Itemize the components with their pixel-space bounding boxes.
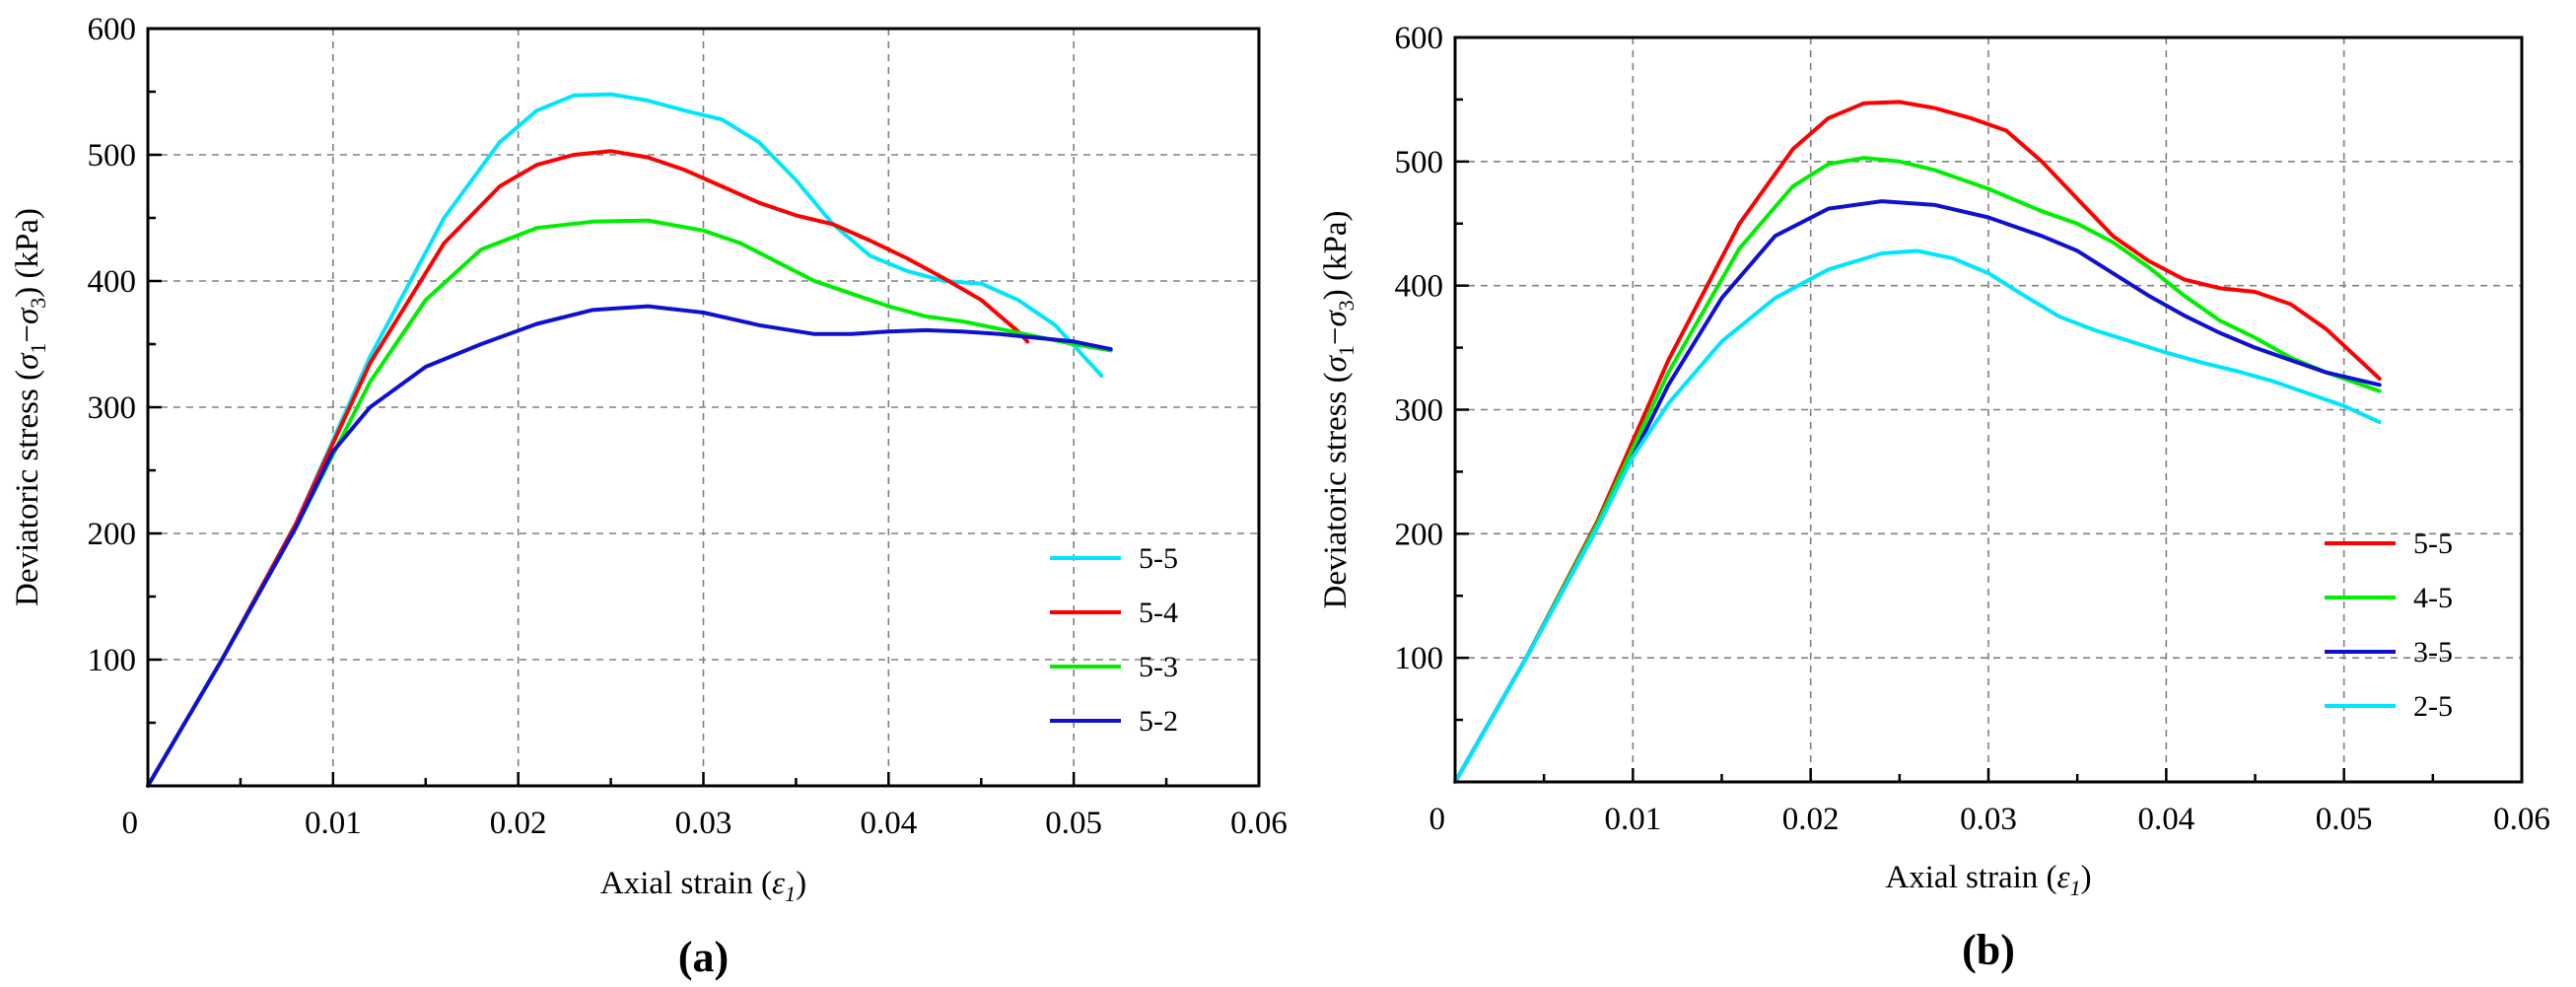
- series-lines: [146, 92, 1113, 788]
- x-axis-title: Axial strain (ε1): [1885, 860, 2091, 900]
- axis-ticks: [146, 27, 1261, 788]
- grid-lines: [148, 29, 1259, 786]
- x-tick-label: 0.05: [2316, 802, 2373, 837]
- legend-label-5-3: 5-3: [1139, 651, 1178, 683]
- y-tick-label: 200: [1395, 517, 1444, 552]
- chart-panel-b: 0.01 0.02 0.03 0.04 0.05 0.06 100 200 300 400 500 6…: [1318, 21, 2550, 974]
- x-tick-label: 0.04: [2137, 802, 2194, 837]
- y-tick-label: 500: [88, 138, 137, 174]
- legend-label-3-5: 3-5: [2413, 636, 2453, 669]
- legend-label-2-5: 2-5: [2413, 690, 2453, 723]
- legend: 5-5 5-4 5-3 5-2: [1050, 542, 1178, 738]
- series-line-3-5: [1453, 199, 2382, 784]
- legend-label-5-5: 5-5: [1139, 542, 1178, 575]
- series-line-5-5: [146, 92, 1104, 788]
- y-tick-label: 200: [88, 517, 137, 552]
- panel-label: (a): [678, 933, 729, 981]
- x-tick-label: 0.01: [305, 806, 362, 841]
- y-axis-title: Deviatoric stress (σ1−σ3) (kPa): [1318, 211, 1358, 609]
- legend: 5-5 4-5 3-5 2-5: [2325, 528, 2453, 723]
- x-axis-title: Axial strain (ε1): [600, 866, 806, 906]
- x-tick-label: 0.06: [1230, 806, 1288, 841]
- axis-ticks: [1453, 35, 2524, 784]
- y-tick-label: 300: [1395, 393, 1444, 429]
- origin-label: 0: [1429, 802, 1446, 837]
- series-line-5-5: [1453, 100, 2382, 784]
- series-line-2-5: [1453, 248, 2382, 784]
- y-tick-label: 100: [88, 643, 137, 678]
- origin-label: 0: [122, 806, 139, 841]
- x-tick-label: 0.02: [1782, 802, 1840, 837]
- y-tick-label: 600: [88, 12, 137, 47]
- series-line-5-4: [146, 149, 1030, 788]
- panel-label: (b): [1962, 926, 2015, 974]
- x-tick-label: 0.04: [860, 806, 917, 841]
- x-tick-label: 0.05: [1045, 806, 1102, 841]
- x-tick-label: 0.02: [490, 806, 547, 841]
- x-tick-label: 0.06: [2493, 802, 2550, 837]
- series-line-4-5: [1453, 156, 2382, 784]
- x-tick-label: 0.03: [1960, 802, 2017, 837]
- y-axis-title: Deviatoric stress (σ1−σ3) (kPa): [10, 208, 50, 606]
- legend-label-5-2: 5-2: [1139, 705, 1178, 738]
- x-tick-label: 0.03: [675, 806, 732, 841]
- series-lines: [1453, 100, 2382, 784]
- y-tick-label: 600: [1395, 21, 1444, 56]
- y-tick-label: 100: [1395, 641, 1444, 676]
- series-line-5-2: [146, 304, 1113, 788]
- series-line-5-3: [146, 218, 1113, 788]
- y-tick-label: 400: [88, 264, 137, 300]
- chart-panel-a: 0.01 0.02 0.03 0.04 0.05 0.06 100 200 300 400 500 6…: [10, 12, 1288, 981]
- legend-label-4-5: 4-5: [2413, 582, 2453, 614]
- legend-label-5-4: 5-4: [1139, 597, 1178, 629]
- legend-label-5-5: 5-5: [2413, 528, 2453, 560]
- y-tick-label: 300: [88, 390, 137, 426]
- x-tick-label: 0.01: [1604, 802, 1661, 837]
- grid-lines: [1455, 37, 2522, 782]
- y-tick-label: 400: [1395, 269, 1444, 305]
- y-tick-label: 500: [1395, 145, 1444, 180]
